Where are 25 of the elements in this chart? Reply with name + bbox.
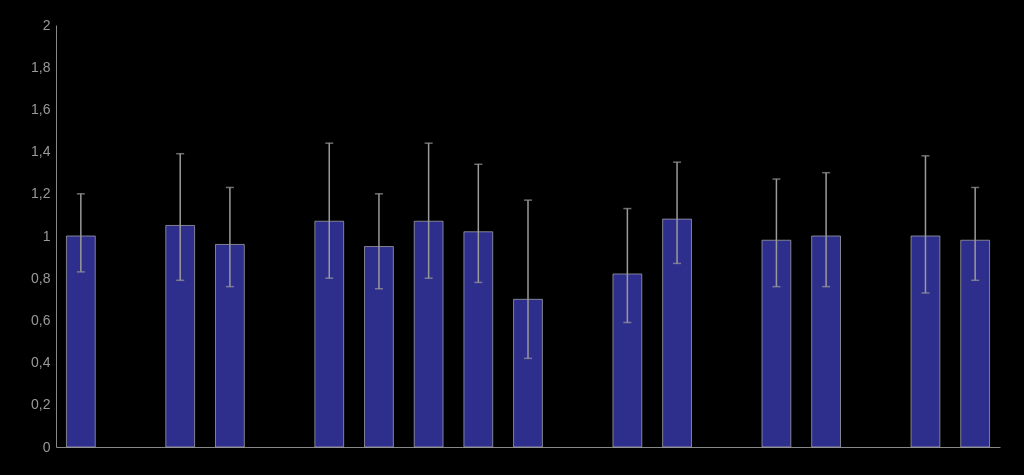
y-tick-label: 1,6: [31, 100, 51, 117]
y-tick-label: 1,4: [31, 143, 51, 160]
y-tick-label: 1: [42, 227, 51, 244]
y-tick-label: 1,2: [31, 185, 51, 202]
bar: [364, 246, 394, 448]
y-tick-label: 2: [42, 16, 51, 33]
bar: [463, 231, 494, 448]
bar: [413, 220, 444, 448]
bar: [612, 273, 643, 448]
bar: [910, 235, 941, 448]
y-tick-label: 0,6: [31, 311, 51, 328]
bar: [215, 244, 245, 448]
bar: [513, 298, 543, 448]
bar: [662, 218, 692, 448]
y-tick-label: 0,4: [31, 354, 51, 371]
bar: [761, 239, 792, 448]
bar: [960, 239, 990, 448]
bar: [811, 235, 841, 448]
y-tick-label: 0,2: [31, 396, 51, 413]
bar: [314, 220, 345, 448]
y-tick-label: 0: [42, 438, 51, 455]
bar: [66, 235, 96, 448]
bar: [165, 225, 195, 448]
y-tick-label: 0,8: [31, 269, 51, 286]
y-tick-label: 1,8: [31, 58, 51, 75]
